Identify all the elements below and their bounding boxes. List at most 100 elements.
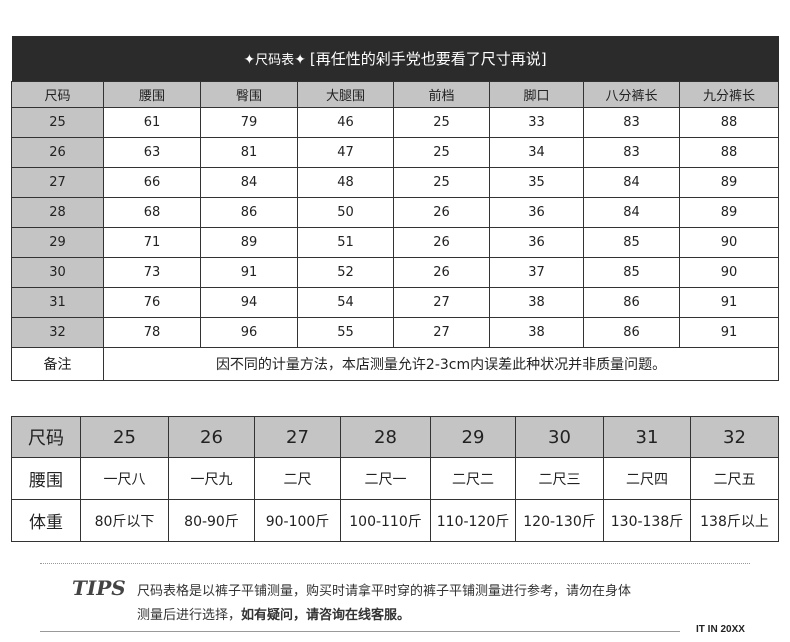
table-cell: 130-138斤: [603, 499, 691, 542]
table-cell: 84: [583, 167, 680, 198]
table-cell: 63: [103, 137, 201, 168]
table-cell: 36: [489, 197, 584, 228]
table-cell: 55: [297, 317, 394, 348]
table-cell: 85: [583, 227, 680, 258]
table-cell: 一尺八: [80, 457, 169, 500]
column-header: 大腿围: [297, 81, 394, 108]
size-cell: 32: [11, 317, 104, 348]
table-cell: 71: [103, 227, 201, 258]
column-header: 九分裤长: [678, 81, 780, 108]
table-cell: 83: [583, 137, 680, 168]
table-cell: 36: [489, 227, 584, 258]
table-cell: 91: [678, 287, 780, 318]
table-cell: 120-130斤: [515, 499, 604, 542]
table-row: 30 73 91 52 26 37 85 90: [11, 257, 780, 288]
table-cell: 89: [678, 167, 780, 198]
tips-label: TIPS: [72, 576, 126, 600]
size-cell: 25: [11, 107, 104, 138]
table-cell: 110-120斤: [430, 499, 516, 542]
table-cell: 73: [103, 257, 201, 288]
tips-line-2-plain: 测量后进行选择，: [137, 608, 242, 623]
row-label: 尺码: [11, 416, 81, 458]
tips-line-2: 测量后进行选择，如有疑问，请咨询在线客服。: [137, 604, 410, 623]
table-cell: 51: [297, 227, 394, 258]
tips-line-1: 尺码表格是以裤子平铺测量，购买时请拿平时穿的裤子平铺测量进行参考，请勿在身体: [137, 584, 632, 599]
table-cell: 37: [489, 257, 584, 288]
table-cell: 86: [583, 287, 680, 318]
table-row: 尺码 25 26 27 28 29 30 31 32: [11, 416, 779, 458]
table-cell: 26: [393, 227, 490, 258]
table-cell: 47: [297, 137, 394, 168]
table-cell: 54: [297, 287, 394, 318]
table-cell: 84: [200, 167, 298, 198]
table-cell: 88: [678, 137, 780, 168]
table-cell: 89: [678, 197, 780, 228]
table-cell: 80斤以下: [80, 499, 169, 542]
title-bar: ✦尺码表✦ [再任性的剁手党也要看了尺寸再说]: [11, 36, 779, 82]
table-cell: 33: [489, 107, 584, 138]
table-row: 31 76 94 54 27 38 86 91: [11, 287, 780, 318]
table-cell: 83: [583, 107, 680, 138]
table-cell: 48: [297, 167, 394, 198]
table-row: 25 61 79 46 25 33 83 88: [11, 107, 780, 138]
table-row: 体重 80斤以下 80-90斤 90-100斤 100-110斤 110-120斤 120-…: [11, 499, 779, 542]
column-header: 前档: [393, 81, 490, 108]
tips-line-2-bold: 如有疑问，请咨询在线客服。: [241, 608, 411, 623]
table-cell: 94: [200, 287, 298, 318]
table-cell: 35: [489, 167, 584, 198]
table-row: 29 71 89 51 26 36 85 90: [11, 227, 780, 258]
table-cell: 一尺九: [168, 457, 255, 500]
table-cell: 25: [80, 416, 169, 458]
table-cell: 二尺一: [340, 457, 431, 500]
weight-size-table: 尺码 25 26 27 28 29 30 31 32 腰围 一尺八 一尺九 二尺 二尺一 二尺二 二尺三 二尺四…: [11, 416, 779, 542]
table-cell: 27: [254, 416, 341, 458]
table-cell: 27: [393, 317, 490, 348]
table-cell: 61: [103, 107, 201, 138]
table-cell: 84: [583, 197, 680, 228]
table-cell: 79: [200, 107, 298, 138]
column-header: 脚口: [489, 81, 584, 108]
column-header: 腰围: [103, 81, 201, 108]
table-cell: 29: [430, 416, 516, 458]
table-row: 27 66 84 48 25 35 84 89: [11, 167, 780, 198]
table-row: 28 68 86 50 26 36 84 89: [11, 197, 780, 228]
table-cell: 32: [690, 416, 779, 458]
table-row: 32 78 96 55 27 38 86 91: [11, 317, 780, 348]
table-cell: 66: [103, 167, 201, 198]
column-header: 八分裤长: [583, 81, 680, 108]
table-cell: 26: [393, 257, 490, 288]
note-text: 因不同的计量方法，本店测量允许2-3cm内误差此种状况并非质量问题。: [102, 347, 780, 381]
size-cell: 27: [11, 167, 104, 198]
size-cell: 30: [11, 257, 104, 288]
table-cell: 86: [200, 197, 298, 228]
table-cell: 138斤以上: [690, 499, 779, 542]
table-cell: 二尺二: [430, 457, 516, 500]
table-cell: 96: [200, 317, 298, 348]
table-cell: 90: [678, 227, 780, 258]
table-cell: 68: [103, 197, 201, 228]
brand-text: IT IN 20XX: [696, 624, 745, 635]
row-label: 体重: [11, 499, 81, 542]
table-cell: 25: [393, 107, 490, 138]
column-header: 臀围: [200, 81, 298, 108]
table-cell: 27: [393, 287, 490, 318]
table-cell: 26: [393, 197, 490, 228]
table-cell: 89: [200, 227, 298, 258]
table-cell: 25: [393, 167, 490, 198]
table-cell: 30: [515, 416, 604, 458]
size-cell: 29: [11, 227, 104, 258]
dotted-divider: [40, 563, 750, 564]
page-subtitle: [再任性的剁手党也要看了尺寸再说]: [309, 50, 547, 68]
table-cell: 52: [297, 257, 394, 288]
table-row: 26 63 81 47 25 34 83 88: [11, 137, 780, 168]
table-cell: 31: [603, 416, 691, 458]
note-label: 备注: [11, 347, 104, 381]
table-row: 腰围 一尺八 一尺九 二尺 二尺一 二尺二 二尺三 二尺四 二尺五: [11, 457, 779, 500]
page-title: 尺码表: [255, 53, 295, 68]
table-cell: 91: [200, 257, 298, 288]
table-cell: 50: [297, 197, 394, 228]
table-cell: 91: [678, 317, 780, 348]
table-cell: 38: [489, 317, 584, 348]
table-cell: 88: [678, 107, 780, 138]
table-cell: 二尺三: [515, 457, 604, 500]
